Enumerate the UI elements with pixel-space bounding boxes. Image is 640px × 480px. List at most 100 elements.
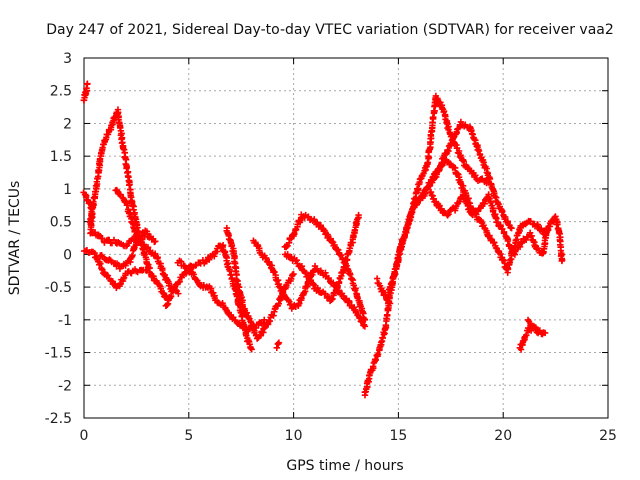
plus-marker xyxy=(329,295,336,303)
plus-marker xyxy=(489,207,497,214)
plus-marker xyxy=(304,271,312,279)
plus-marker xyxy=(96,261,103,268)
chart-title: Day 247 of 2021, Sidereal Day-to-day VTE… xyxy=(46,22,614,38)
y-tick-label: 0 xyxy=(63,247,72,263)
x-tick-label: 25 xyxy=(599,428,617,444)
plus-marker xyxy=(176,278,183,285)
plus-marker xyxy=(120,145,127,152)
plus-marker xyxy=(457,118,465,126)
plus-marker xyxy=(413,201,421,208)
plus-marker xyxy=(314,284,321,292)
plus-marker xyxy=(347,271,354,278)
series-arc-8 xyxy=(174,257,268,335)
series-arc-13 xyxy=(361,118,515,399)
y-tick-label: 1.5 xyxy=(50,149,72,165)
plus-marker xyxy=(486,175,494,183)
plus-marker xyxy=(377,339,385,346)
plus-marker xyxy=(351,227,358,234)
plot-frame xyxy=(83,57,609,419)
plus-marker xyxy=(309,280,317,287)
plus-marker xyxy=(288,275,295,282)
plus-marker xyxy=(104,131,112,138)
plus-marker xyxy=(523,332,530,339)
plus-marker xyxy=(244,328,251,335)
plus-marker xyxy=(504,264,512,272)
plus-marker xyxy=(152,238,159,245)
plus-marker xyxy=(536,327,544,334)
plus-marker xyxy=(261,316,268,324)
y-tick-label: 2 xyxy=(63,116,72,132)
plus-marker xyxy=(314,219,321,226)
y-tick-label: 2.5 xyxy=(50,84,72,100)
plus-marker xyxy=(228,242,236,249)
plus-marker xyxy=(518,239,525,247)
plus-marker xyxy=(101,137,109,144)
plus-marker xyxy=(339,254,346,262)
plus-marker xyxy=(83,80,91,88)
series-arc-7 xyxy=(162,241,255,353)
plus-marker xyxy=(487,198,494,205)
plus-marker xyxy=(247,344,254,352)
y-tick-label: -2 xyxy=(58,378,72,394)
plus-marker xyxy=(395,251,402,259)
plus-marker xyxy=(534,221,542,228)
plus-marker xyxy=(274,340,282,348)
plus-marker xyxy=(123,164,130,171)
plus-marker xyxy=(82,192,90,199)
plus-marker xyxy=(231,263,239,271)
plus-marker xyxy=(262,254,270,262)
plus-marker xyxy=(328,238,336,245)
x-tick-label: 5 xyxy=(184,428,193,444)
plus-marker xyxy=(273,344,280,351)
x-tick-label: 15 xyxy=(389,428,407,444)
plus-marker xyxy=(248,346,255,353)
plus-marker xyxy=(361,323,369,330)
plus-marker xyxy=(445,211,452,218)
x-axis-label: GPS time / hours xyxy=(286,458,403,474)
y-tick-label: 1 xyxy=(63,182,72,198)
plus-marker xyxy=(500,257,507,264)
plus-marker xyxy=(506,256,514,264)
plus-marker xyxy=(376,346,383,353)
y-tick-label: -2.5 xyxy=(45,411,72,427)
plus-marker xyxy=(144,244,152,251)
series-arc-10 xyxy=(250,237,369,330)
plus-marker xyxy=(91,229,99,236)
plus-marker xyxy=(504,237,512,245)
data-marks xyxy=(80,80,566,399)
plus-marker xyxy=(544,224,551,232)
y-tick-label: -0.5 xyxy=(45,280,72,296)
plus-marker xyxy=(438,205,445,212)
series-arc-9 xyxy=(223,224,297,342)
plus-marker xyxy=(352,287,359,294)
plus-marker xyxy=(386,300,394,307)
plus-marker xyxy=(508,224,515,232)
plus-marker xyxy=(294,223,301,231)
plus-marker xyxy=(459,191,467,198)
y-axis-ticks: 3 2.5 2 1.5 1 0.5 0 -0.5 -1 -1.5 -2 -2.5 xyxy=(45,51,608,427)
plus-marker xyxy=(464,164,471,171)
plus-marker xyxy=(205,256,213,263)
plus-marker xyxy=(541,329,549,337)
series-arc-1 xyxy=(80,80,91,104)
plus-marker xyxy=(123,202,131,209)
plus-marker xyxy=(140,241,148,248)
y-tick-label: -1.5 xyxy=(45,346,72,362)
plus-marker xyxy=(512,237,519,244)
plus-marker xyxy=(491,239,498,247)
plus-marker xyxy=(533,326,540,333)
plus-marker xyxy=(403,225,410,232)
plus-marker xyxy=(175,290,182,297)
plus-marker xyxy=(469,211,476,219)
plus-marker xyxy=(428,178,435,185)
plus-marker xyxy=(126,181,133,189)
plus-marker xyxy=(290,270,297,278)
plus-marker xyxy=(528,232,535,239)
plus-marker xyxy=(558,257,566,265)
plus-marker xyxy=(372,356,379,364)
plus-marker xyxy=(355,211,362,219)
series-arc-18 xyxy=(524,316,540,333)
x-axis-ticks: 0 5 10 15 20 25 xyxy=(80,58,617,444)
series-arc-15 xyxy=(411,156,566,276)
